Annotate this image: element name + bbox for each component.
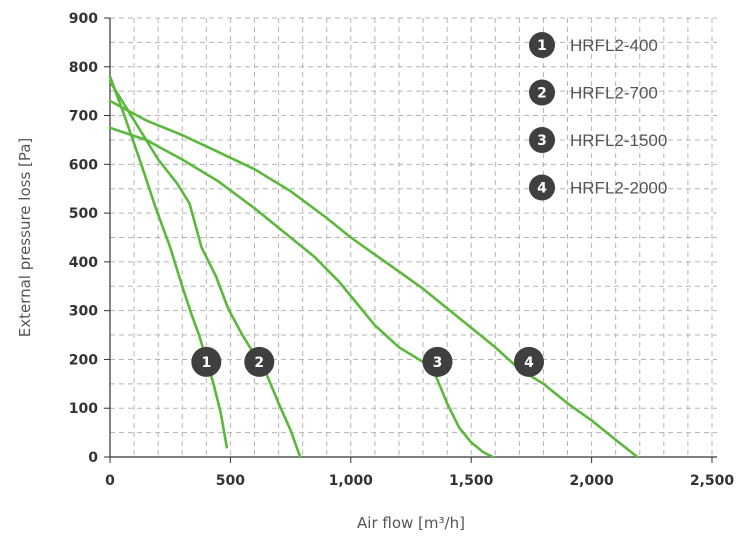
y-tick-label: 600 [69,157,98,173]
y-tick-label: 0 [88,450,98,466]
legend-badge-4 [529,174,555,201]
legend-label: HRFL2-700 [570,84,658,103]
legend-badge-number: 3 [537,133,547,149]
series-line-1 [108,75,229,449]
x-tick-label: 0 [105,473,115,489]
legend-badge-2 [529,79,555,106]
y-tick-label: 100 [69,401,98,417]
y-tick-label: 700 [69,109,98,125]
legend-badge-3 [529,127,555,153]
x-tick-label: 1,000 [329,473,374,489]
legend-badge-number: 2 [537,86,547,102]
curve-badge-number: 3 [433,355,443,371]
legend-label: HRFL2-1500 [570,131,667,150]
y-tick-label: 500 [69,206,98,222]
legend-badge-number: 1 [537,38,547,54]
x-tick-label: 2,500 [690,473,735,489]
curve-badge-number: 1 [201,355,211,371]
legend-label: HRFL2-2000 [570,179,667,198]
curve-badge-3 [422,346,453,377]
y-tick-label: 800 [69,60,98,76]
legend-badge-number: 4 [537,181,547,197]
series-line-2 [108,80,302,459]
curve-badge-number: 2 [254,355,264,371]
y-tick-label: 200 [69,352,98,368]
series-line-3 [108,126,495,459]
chart-grid [110,17,717,457]
chart-axes: 0 100 200 300 400 500 600 700 800 900 0 500 1,000 1,5… [69,11,735,489]
legend-badge-1 [529,32,555,58]
y-tick-label: 400 [69,255,98,271]
y-tick-label: 300 [69,304,98,320]
x-tick-label: 500 [216,473,245,489]
curve-badge-1 [191,346,222,377]
curve-badges: 1 2 3 4 [191,346,544,377]
chart-series [108,75,639,459]
x-axis-title: Air flow [m³/h] [357,514,465,532]
legend-label: HRFL2-400 [570,36,658,55]
curve-badge-4 [513,346,544,377]
x-tick-label: 1,500 [449,473,494,489]
series-line-4 [108,99,639,459]
x-tick-label: 2,000 [569,473,614,489]
curve-badge-2 [244,346,275,377]
chart-legend: 1 HRFL2-400 2 HRFL2-700 3 HRFL2-1500 4 HRFL2-20… [529,32,667,201]
y-tick-label: 900 [69,11,98,27]
y-axis-title: External pressure loss [Pa] [16,138,34,338]
curve-badge-number: 4 [524,355,534,371]
